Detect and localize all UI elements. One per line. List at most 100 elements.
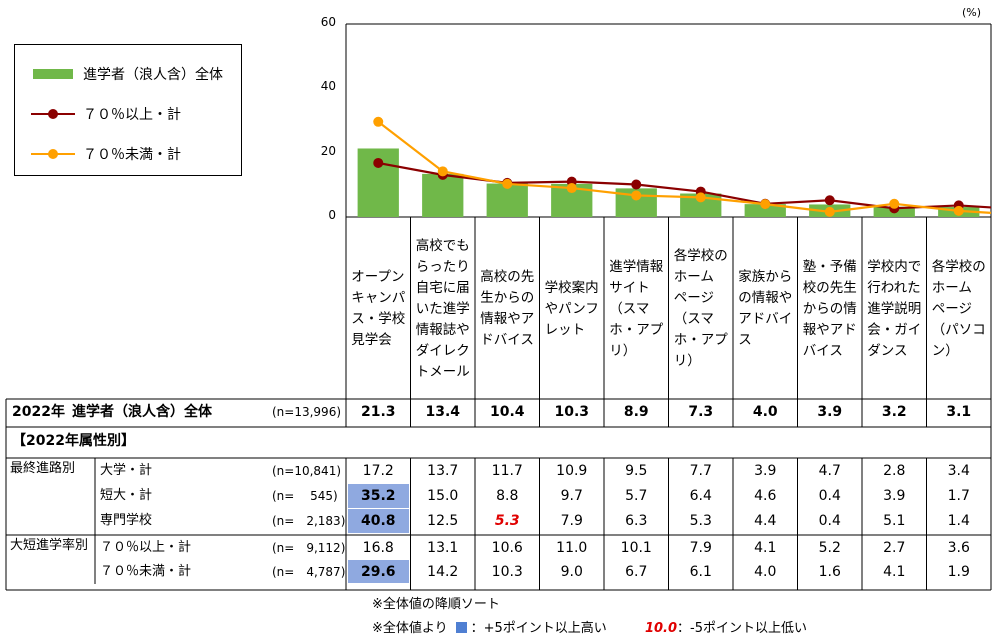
row-n: (n=10,841) — [272, 464, 342, 478]
table-value: 6.7 — [625, 563, 648, 580]
table-value: 7.9 — [560, 513, 583, 529]
total-value: 3.9 — [817, 404, 843, 420]
table-value: 9.7 — [560, 488, 583, 504]
total-value: 4.0 — [752, 404, 778, 420]
total-year: 2022年 — [12, 404, 65, 420]
table-value: 2.8 — [883, 463, 906, 479]
highlight-cell — [348, 484, 409, 508]
low-text: ：-5ポイント以上低い — [677, 621, 807, 636]
table-value: 9.5 — [625, 463, 648, 479]
y-tick-label: 0 — [328, 208, 336, 222]
legend-label-70minus: ７０％未満・計 — [83, 147, 181, 163]
table-value: 10.6 — [491, 540, 523, 556]
legend-label-70plus: ７０％以上・計 — [83, 107, 181, 123]
row-label: ７０％未満・計 — [100, 563, 192, 579]
row-n: (n= 2,183) — [272, 514, 346, 528]
table-value: 7.7 — [689, 463, 712, 479]
table-value: 15.0 — [427, 488, 459, 504]
group-name: 最終進路別 — [10, 461, 76, 476]
total-value: 21.3 — [360, 404, 396, 420]
table-value: 35.2 — [360, 488, 396, 504]
total-label: 進学者（浪人含）全体 — [72, 404, 212, 420]
table-value: 29.6 — [360, 563, 396, 580]
point-70minus — [889, 198, 900, 209]
row-label: ７０％以上・計 — [100, 540, 192, 555]
point-70minus — [437, 166, 448, 177]
row-n: (n= 9,112) — [272, 541, 346, 555]
table-value: 12.5 — [427, 513, 459, 529]
section-title: 【2022年属性別】 — [12, 433, 135, 449]
table-value: 6.1 — [689, 563, 712, 580]
total-n: (n=13,996) — [272, 405, 342, 419]
category-label: 高校の先 生からの 情報やア ドバイス — [480, 269, 535, 348]
legend-item-70plus: ７０％以上・計 — [31, 103, 181, 125]
table-value: 0.4 — [818, 513, 841, 529]
table-value: 11.7 — [491, 463, 523, 479]
table-value: 1.7 — [947, 488, 970, 504]
table-value: 4.1 — [754, 540, 777, 556]
unit-label: (%) — [962, 6, 982, 19]
legend-item-total: 進学者（浪人含）全体 — [31, 63, 223, 85]
category-label: オープン キャンパ ス・学校 見学会 — [351, 269, 406, 348]
category-label: 学校内で 行われた 進学説明 会・ガイ ダンス — [867, 258, 922, 359]
point-70minus — [824, 206, 835, 217]
point-70minus — [566, 183, 577, 194]
table-value: 0.4 — [818, 488, 841, 504]
point-70minus — [631, 190, 642, 201]
category-label: 各学校の ホーム ページ （パソコ ン） — [931, 258, 986, 359]
group-name: 大短進学率別 — [10, 538, 89, 553]
row-label: 短大・計 — [100, 488, 153, 503]
point-70minus — [502, 178, 513, 189]
table-value: 4.7 — [818, 463, 841, 479]
table-value: 6.4 — [689, 488, 712, 504]
table-value: 40.8 — [360, 513, 396, 529]
table-value: 1.9 — [947, 563, 970, 580]
total-value: 8.9 — [623, 404, 649, 420]
highlight-cell — [348, 509, 409, 533]
category-label: 家族から の情報や アドバイ ス — [738, 269, 793, 348]
total-value: 10.3 — [554, 404, 590, 420]
table-value: 5.3 — [494, 513, 520, 529]
row-label: 大学・計 — [100, 463, 153, 478]
point-70plus — [631, 179, 642, 190]
table-value: 10.1 — [620, 540, 652, 556]
y-tick-label: 60 — [320, 15, 336, 29]
category-label: 進学情報 サイト （スマ ホ・アプ リ） — [609, 258, 664, 359]
table-value: 3.9 — [883, 488, 906, 504]
legend-marker-70plus — [48, 109, 58, 119]
table-value: 6.3 — [625, 513, 648, 529]
table-value: 4.0 — [754, 563, 777, 580]
table-value: 1.4 — [947, 513, 970, 529]
row-label: 専門学校 — [100, 513, 153, 528]
total-value: 10.4 — [489, 404, 525, 420]
total-value: 7.3 — [688, 404, 714, 420]
table-value: 3.4 — [947, 463, 970, 479]
bar-total — [422, 173, 464, 217]
table-value: 16.8 — [362, 540, 394, 556]
table-value: 4.6 — [754, 488, 777, 504]
category-label: 塾・予備 校の先生 からの情 報やアド バイス — [802, 258, 857, 359]
sort-note: ※全体値の降順ソート — [372, 597, 500, 612]
total-value: 3.2 — [881, 404, 907, 420]
total-value: 3.1 — [946, 404, 972, 420]
point-70plus — [824, 195, 835, 206]
table-value: 1.6 — [818, 563, 841, 580]
low-sample: 10.0 — [644, 621, 678, 636]
table-value: 9.0 — [560, 563, 583, 580]
table-value: 10.9 — [556, 463, 588, 479]
table-value: 4.4 — [754, 513, 777, 529]
table-value: 5.7 — [625, 488, 648, 504]
legend-item-70minus: ７０％未満・計 — [31, 143, 181, 165]
table-value: 10.3 — [491, 563, 523, 580]
legend-label-total: 進学者（浪人含）全体 — [83, 67, 223, 83]
high-swatch — [455, 622, 467, 633]
table-value: 13.1 — [427, 540, 459, 556]
compare-prefix: ※全体値より — [372, 621, 448, 636]
table-value: 5.1 — [883, 513, 906, 529]
point-70minus — [760, 199, 771, 210]
table-value: 13.7 — [427, 463, 459, 479]
total-value: 13.4 — [425, 404, 461, 420]
table-value: 5.2 — [818, 540, 841, 556]
legend-bar-swatch — [33, 69, 73, 79]
